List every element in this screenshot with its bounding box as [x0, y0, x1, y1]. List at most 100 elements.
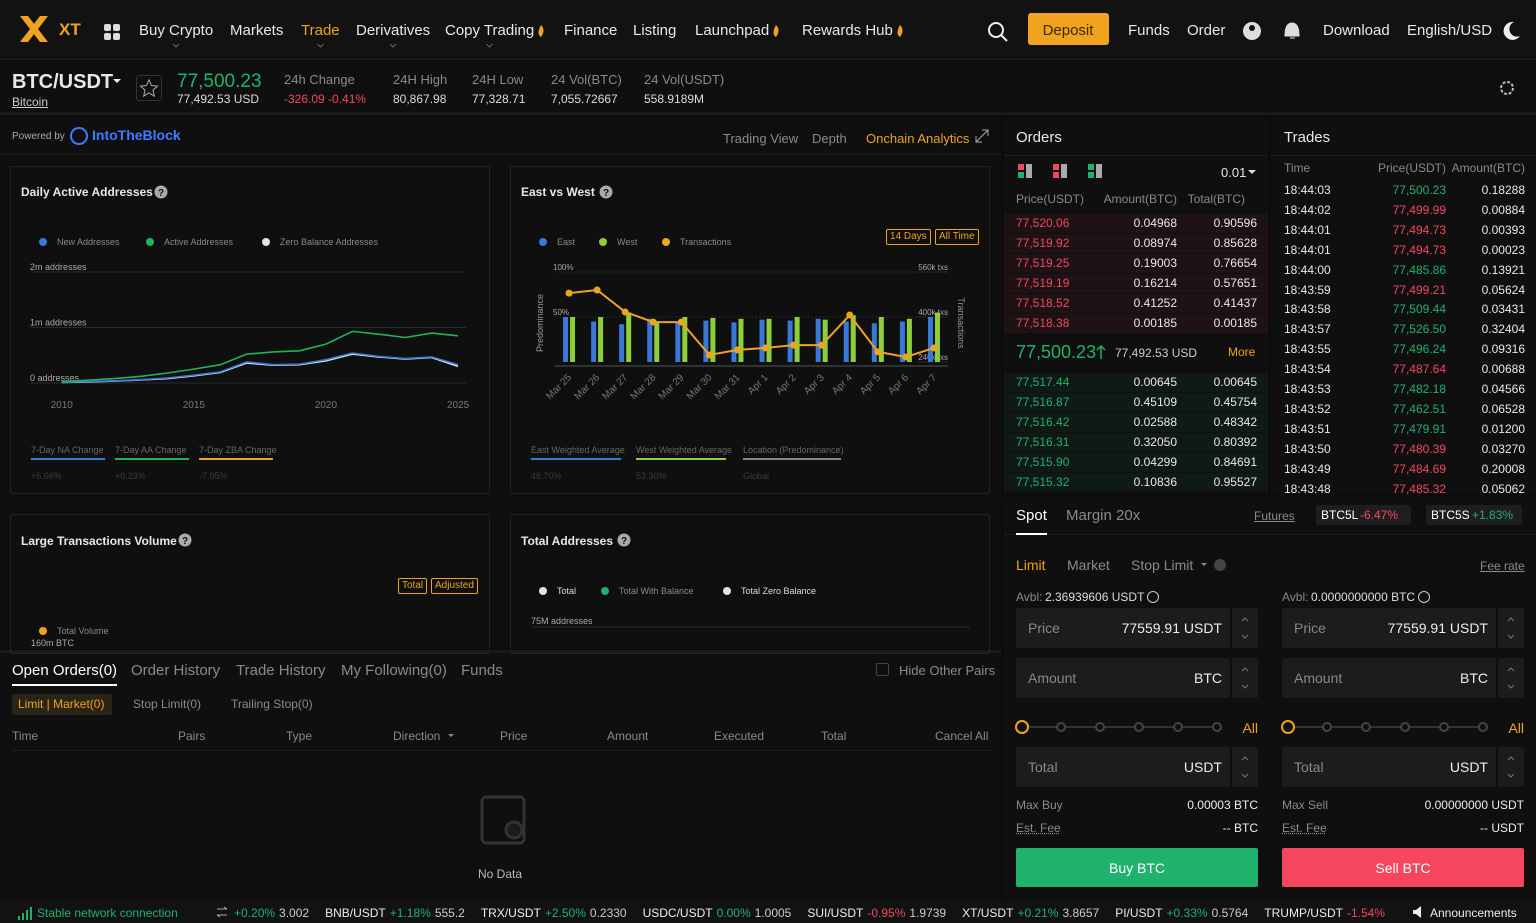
- nav-link[interactable]: Rewards Hub: [802, 22, 893, 39]
- trade-price: 77,499.99: [1392, 202, 1446, 217]
- trade-time: 18:44:00: [1284, 262, 1331, 277]
- ticker-item[interactable]: PI/USDT +0.33% 0.5764: [1115, 907, 1248, 919]
- legend-label: Active Addresses: [164, 237, 234, 247]
- stepper[interactable]: [1498, 658, 1524, 698]
- stepper[interactable]: [1232, 608, 1258, 648]
- book-row[interactable]: [1004, 254, 1268, 273]
- view-tab[interactable]: Depth: [812, 131, 847, 146]
- leveraged-token[interactable]: [1316, 505, 1411, 525]
- book-row[interactable]: [1004, 214, 1268, 233]
- column-header: Executed: [714, 729, 765, 743]
- ticker-item[interactable]: TRX/USDT +2.50% 0.2330: [481, 907, 627, 919]
- nav-link[interactable]: Listing: [633, 22, 677, 39]
- order-type-tab[interactable]: Market: [1067, 557, 1110, 573]
- total-input[interactable]: [1016, 747, 1230, 787]
- ticker-item[interactable]: SUI/USDT -0.95% 1.9739: [807, 907, 946, 919]
- book-row[interactable]: [1004, 294, 1268, 313]
- ticker-item[interactable]: TRUMP/USDT -1.54%: [1264, 907, 1385, 919]
- futures-link[interactable]: Futures: [1254, 509, 1295, 523]
- stat-label: 7-Day AA Change: [115, 445, 187, 455]
- ticker-item[interactable]: +0.20% 3.002: [234, 907, 309, 919]
- nav-link[interactable]: Finance: [564, 22, 618, 39]
- range-button[interactable]: 14 Days: [886, 229, 931, 245]
- orders-subtab[interactable]: Limit | Market(0): [18, 697, 105, 711]
- last-price-usd: 77,492.53 USD: [177, 92, 260, 106]
- hide-pairs-checkbox[interactable]: [876, 663, 889, 676]
- nav-link[interactable]: Buy Crypto: [139, 22, 214, 39]
- buy-button[interactable]: [1016, 848, 1258, 887]
- book-row[interactable]: [1004, 314, 1268, 333]
- book-row[interactable]: [1004, 373, 1268, 392]
- book-row[interactable]: [1004, 453, 1268, 472]
- sell-button[interactable]: [1282, 848, 1524, 887]
- ticker-pair: BNB/USDT: [325, 906, 386, 920]
- amount-input[interactable]: [1282, 658, 1496, 698]
- max-value: 0.00003 BTC: [1187, 798, 1258, 812]
- favorite-button[interactable]: [136, 75, 162, 101]
- nav-link[interactable]: Launchpad: [695, 22, 770, 39]
- range-button[interactable]: Adjusted: [431, 578, 478, 594]
- leveraged-token[interactable]: [1426, 505, 1522, 525]
- trade-time: 18:43:53: [1284, 382, 1331, 396]
- nav-link[interactable]: Funds: [1128, 22, 1170, 39]
- deposit-label[interactable]: Deposit: [1042, 22, 1094, 39]
- nav-link[interactable]: Copy Trading: [445, 22, 535, 39]
- all-button[interactable]: All: [1508, 720, 1524, 736]
- stat-underline: [115, 458, 189, 460]
- range-button[interactable]: Total: [398, 578, 428, 594]
- orders-subtab[interactable]: Trailing Stop(0): [231, 697, 313, 711]
- orders-tab[interactable]: Order History: [131, 662, 221, 679]
- pair-name[interactable]: BTC/USDT: [12, 71, 114, 93]
- amount-input[interactable]: [1016, 658, 1230, 698]
- nav-link[interactable]: Order: [1187, 22, 1226, 39]
- market-tab[interactable]: Margin 20x: [1066, 507, 1141, 524]
- more-link[interactable]: More: [1228, 345, 1256, 359]
- buy-button-label[interactable]: Buy BTC: [1108, 860, 1166, 876]
- market-tab[interactable]: Spot: [1016, 507, 1047, 524]
- view-tab[interactable]: Onchain Analytics: [866, 131, 970, 146]
- fee-rate-link[interactable]: Fee rate: [1480, 559, 1525, 573]
- ticker-item[interactable]: USDC/USDT 0.00% 1.0005: [643, 907, 792, 919]
- nav-link[interactable]: English/USD: [1407, 22, 1493, 39]
- trade-amount: 0.01200: [1481, 421, 1525, 436]
- price-input[interactable]: [1282, 608, 1496, 648]
- book-row[interactable]: [1004, 433, 1268, 452]
- sell-button-label[interactable]: Sell BTC: [1375, 860, 1431, 876]
- subtab-active[interactable]: [12, 694, 112, 715]
- orders-tab[interactable]: Funds: [461, 662, 503, 679]
- price-input[interactable]: [1016, 608, 1230, 648]
- book-row[interactable]: [1004, 413, 1268, 432]
- nav-link[interactable]: Derivatives: [356, 22, 431, 39]
- price-step[interactable]: 0.01: [1221, 165, 1247, 180]
- nav-link[interactable]: Trade: [301, 22, 340, 39]
- ticker-item[interactable]: XT/USDT +0.21% 3.8657: [962, 907, 1099, 919]
- deposit-button[interactable]: [1028, 13, 1109, 45]
- ticker-change: +0.21%: [1017, 906, 1059, 920]
- nav-link[interactable]: Download: [1323, 22, 1390, 39]
- amount-input-unit: BTC: [1460, 670, 1488, 686]
- stepper[interactable]: [1498, 747, 1524, 787]
- range-button[interactable]: All Time: [935, 229, 979, 245]
- orders-subtab[interactable]: Stop Limit(0): [133, 697, 202, 711]
- ticker-price: 555.2: [434, 906, 465, 920]
- book-row[interactable]: [1004, 274, 1268, 293]
- orders-tab[interactable]: Trade History: [236, 662, 326, 679]
- book-row[interactable]: [1004, 393, 1268, 412]
- orders-tab[interactable]: My Following(0): [341, 662, 447, 679]
- total-input[interactable]: [1282, 747, 1496, 787]
- all-button[interactable]: All: [1242, 720, 1258, 736]
- view-tab[interactable]: Trading View: [723, 131, 799, 146]
- book-row[interactable]: [1004, 473, 1268, 492]
- order-type-tab[interactable]: Stop Limit: [1131, 557, 1194, 573]
- order-type-tab[interactable]: Limit: [1016, 557, 1046, 573]
- stepper[interactable]: [1232, 658, 1258, 698]
- nav-link[interactable]: Markets: [230, 22, 284, 39]
- trade-time: 18:43:50: [1284, 441, 1331, 456]
- total-input-unit: USDT: [1449, 759, 1488, 775]
- announcements-link[interactable]: Announcements: [1430, 906, 1517, 920]
- stepper[interactable]: [1232, 747, 1258, 787]
- ticker-item[interactable]: BNB/USDT +1.18% 555.2: [325, 907, 465, 919]
- stepper[interactable]: [1498, 608, 1524, 648]
- orders-tab[interactable]: Open Orders(0): [12, 662, 118, 679]
- book-row[interactable]: [1004, 234, 1268, 253]
